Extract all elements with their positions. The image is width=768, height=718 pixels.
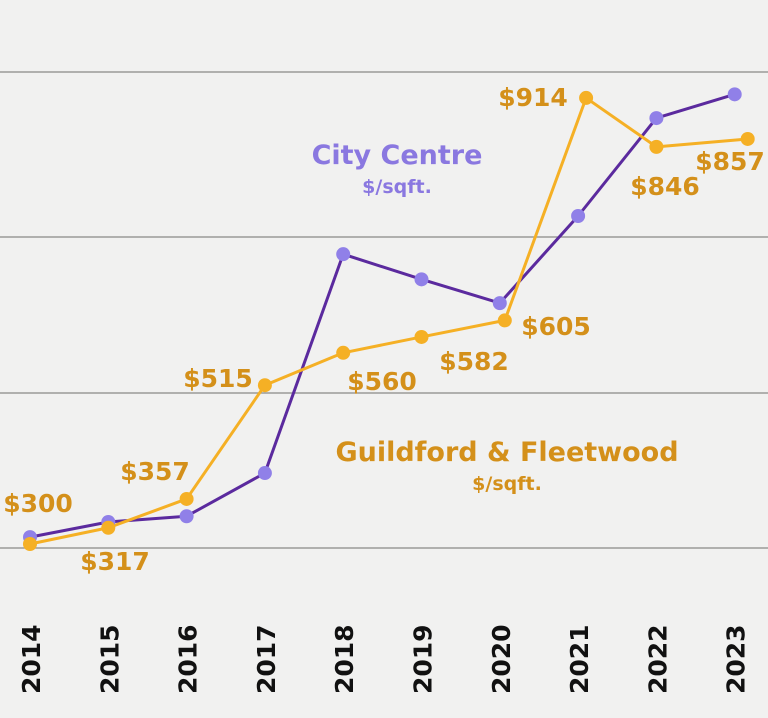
series-unit-city-centre: $/sqft. [362,176,432,198]
x-tick-label: 2015 [95,624,124,694]
x-tick-label: 2018 [330,624,359,694]
data-label: $317 [80,547,150,576]
data-point-guildford-2019 [414,329,429,344]
x-tick-label: 2017 [252,624,281,694]
data-point-guildford-2021 [579,90,594,105]
data-point-city-2021 [571,209,586,223]
data-point-guildford-2022 [649,139,664,154]
series-label-guildford-fleetwood: Guildford & Fleetwood [335,437,678,468]
data-label: $300 [3,489,73,518]
x-tick-label: 2019 [409,624,438,694]
data-label: $357 [120,457,190,486]
data-point-guildford-2020 [497,313,512,328]
data-label: $582 [439,347,509,376]
series-label-city-centre: City Centre [312,140,483,171]
data-point-guildford-2017 [257,378,272,393]
data-point-guildford-2016 [179,491,194,506]
data-point-guildford-2018 [336,345,351,360]
data-label: $515 [183,364,253,393]
data-point-city-2020 [492,296,507,311]
data-point-city-2023 [727,87,742,102]
data-point-guildford-2015 [101,520,116,535]
data-point-city-2022 [649,111,664,126]
data-label: $857 [695,147,765,176]
x-tick-label: 2020 [487,624,516,694]
data-point-city-2018 [336,247,351,262]
x-tick-label: 2014 [17,624,46,694]
series-line-guildford-fleetwood [29,96,748,546]
x-tick-label: 2022 [643,624,672,694]
data-label: $846 [630,172,700,201]
x-tick-label: 2016 [174,624,203,694]
data-point-city-2019 [414,272,429,287]
data-point-guildford-2014 [23,537,37,551]
data-label: $914 [498,83,568,112]
data-label: $605 [521,312,591,341]
x-tick-label: 2021 [565,624,594,694]
data-point-city-2017 [257,466,272,481]
series-line-city-centre [29,92,736,539]
series-unit-guildford-fleetwood: $/sqft. [472,473,542,495]
data-point-guildford-2023 [740,131,755,146]
data-label: $560 [347,367,417,396]
x-tick-label: 2023 [722,624,751,694]
data-point-city-2016 [179,509,194,524]
